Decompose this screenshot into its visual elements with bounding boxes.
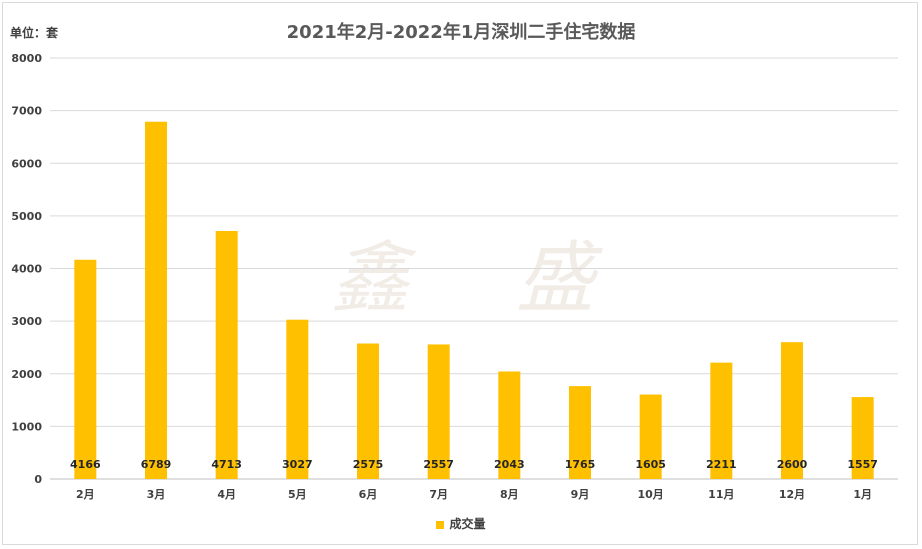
data-label: 4713 — [211, 458, 242, 471]
y-tick-label: 8000 — [11, 52, 42, 65]
bar — [639, 394, 662, 479]
data-label: 4166 — [70, 458, 101, 471]
x-tick-label: 10月 — [638, 488, 664, 501]
bar — [851, 397, 874, 479]
x-tick-label: 4月 — [217, 488, 236, 501]
data-label: 1765 — [565, 458, 596, 471]
watermark-char: 鑫 — [331, 234, 417, 324]
y-tick-label: 6000 — [11, 157, 42, 170]
x-tick-label: 8月 — [500, 488, 519, 501]
x-tick-label: 5月 — [288, 488, 307, 501]
data-label: 1605 — [635, 458, 666, 471]
data-label: 6789 — [141, 458, 172, 471]
bar — [286, 319, 309, 479]
x-tick-label: 2月 — [76, 488, 95, 501]
x-tick-label: 6月 — [359, 488, 378, 501]
bar — [357, 343, 379, 479]
y-tick-label: 4000 — [11, 263, 42, 276]
y-tick-label: 7000 — [11, 105, 42, 118]
y-tick-label: 3000 — [11, 315, 42, 328]
data-label: 2557 — [423, 458, 454, 471]
chart-title: 2021年2月-2022年1月深圳二手住宅数据 — [286, 22, 636, 43]
x-tick-label: 1月 — [853, 488, 872, 501]
x-tick-label: 12月 — [779, 488, 805, 501]
bar — [215, 230, 238, 479]
y-tick-label: 5000 — [11, 210, 42, 223]
bar — [498, 371, 521, 479]
unit-label: 单位：套 — [10, 26, 59, 40]
data-label: 2211 — [706, 458, 737, 471]
bar — [427, 344, 450, 479]
data-label: 2600 — [777, 458, 808, 471]
x-tick-label: 9月 — [571, 488, 590, 501]
legend-swatch — [436, 520, 445, 529]
bar — [74, 259, 97, 479]
data-label: 2575 — [353, 458, 384, 471]
bar — [145, 121, 167, 479]
y-tick-label: 0 — [34, 473, 42, 486]
x-tick-label: 7月 — [429, 488, 448, 501]
bar — [781, 342, 803, 479]
legend: 成交量 — [0, 515, 922, 532]
data-label: 1557 — [847, 458, 878, 471]
x-tick-label: 11月 — [708, 488, 734, 501]
legend-label: 成交量 — [449, 517, 486, 531]
y-tick-label: 2000 — [11, 368, 42, 381]
bar — [569, 386, 591, 479]
data-label: 3027 — [282, 458, 313, 471]
data-label: 2043 — [494, 458, 525, 471]
bar — [710, 362, 733, 479]
y-tick-label: 1000 — [11, 420, 42, 433]
x-tick-label: 3月 — [147, 488, 166, 501]
watermark-char: 盛 — [516, 234, 603, 324]
